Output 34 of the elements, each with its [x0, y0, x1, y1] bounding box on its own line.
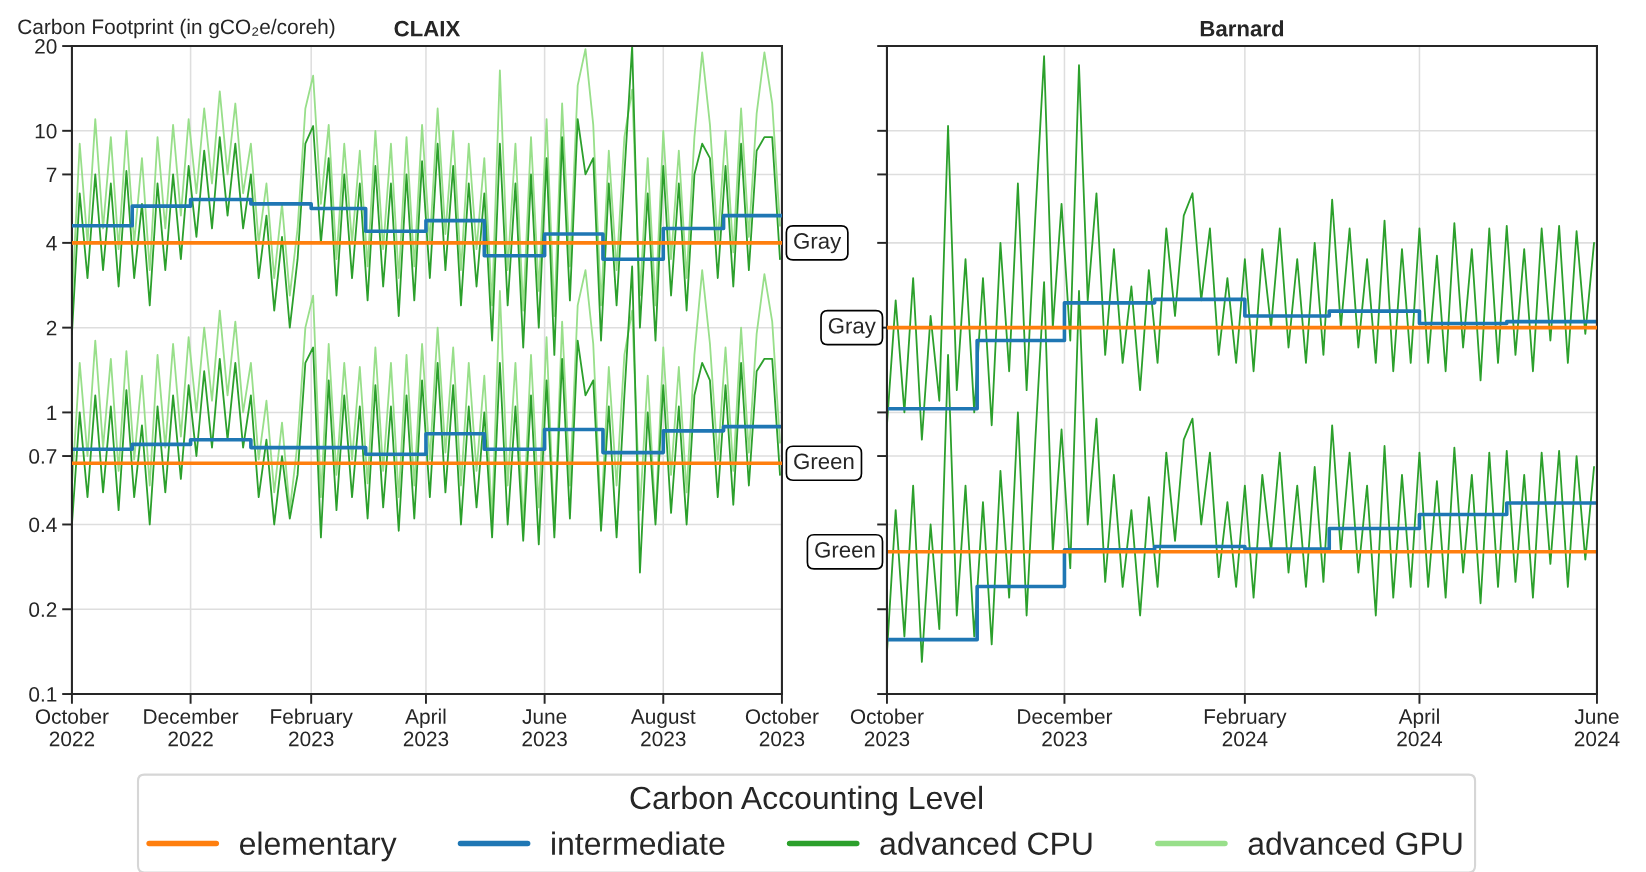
chart-title: CLAIX — [394, 20, 461, 37]
x-tick-label: June 2023 — [522, 709, 567, 747]
legend-label: advanced GPU — [1248, 831, 1462, 856]
annotation: Green — [815, 542, 875, 558]
y-tick-label: 7 — [46, 167, 57, 182]
legend-label: elementary — [239, 831, 397, 862]
x-tick-label: August 2023 — [630, 709, 696, 747]
y-tick-label: 2 — [46, 320, 57, 336]
x-tick-label: October 2022 — [35, 708, 109, 747]
legend-label: advanced CPU — [880, 831, 1092, 856]
legend-title: Carbon Accounting Level — [630, 785, 983, 816]
x-tick-label: October 2023 — [745, 708, 819, 747]
x-tick-label: June 2024 — [1574, 709, 1620, 747]
y-tick-label: 1 — [47, 405, 57, 420]
annotation: Gray — [794, 233, 842, 254]
x-tick-label: October 2023 — [850, 708, 924, 747]
annotation: Gray — [828, 317, 876, 338]
chart-title: Barnard — [1200, 20, 1284, 37]
y-tick-label: 0.1 — [29, 687, 57, 702]
x-tick-label: December 2023 — [1018, 708, 1113, 747]
y-tick-label: 10 — [35, 123, 57, 139]
y-tick-label: 0.7 — [29, 449, 57, 464]
x-tick-label: April 2024 — [1397, 708, 1443, 747]
x-tick-label: December 2022 — [144, 708, 239, 747]
y-tick-label: 4 — [46, 236, 57, 251]
y-tick-label: 20 — [35, 39, 57, 54]
x-tick-label: April 2023 — [403, 708, 449, 747]
annotation: Green — [794, 453, 854, 470]
x-tick-label: February 2023 — [271, 708, 353, 747]
y-tick-label: 0.2 — [29, 602, 57, 618]
y-axis-title: Carbon Footprint (in gCO₂e/coreh) — [18, 18, 335, 39]
y-tick-label: 0.4 — [29, 517, 57, 533]
legend-label: intermediate — [552, 831, 725, 856]
x-tick-label: February 2024 — [1204, 708, 1287, 747]
